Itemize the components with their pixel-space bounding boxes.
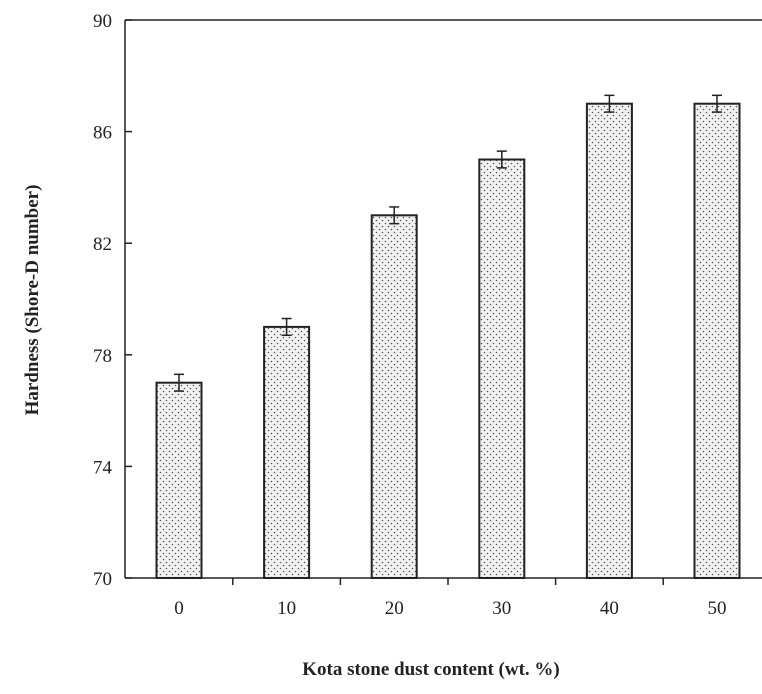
y-tick-label-86: 86 xyxy=(93,123,112,144)
y-tick-label-78: 78 xyxy=(93,346,112,367)
y-tick-label-74: 74 xyxy=(93,457,113,478)
x-tick-label-40: 40 xyxy=(600,598,619,619)
y-tick-label-70: 70 xyxy=(93,569,112,590)
error-bar-40 xyxy=(604,94,615,113)
bar-0 xyxy=(155,381,203,580)
y-tick-label-82: 82 xyxy=(93,234,112,255)
bar-50 xyxy=(693,102,741,579)
x-tick-label-10: 10 xyxy=(277,598,296,619)
axes-layer xyxy=(124,19,762,585)
y-axis-title: Hardness (Shore-D number) xyxy=(22,185,43,416)
x-tick-label-50: 50 xyxy=(708,598,727,619)
error-bar-30 xyxy=(496,150,507,169)
error-bar-20 xyxy=(389,206,400,225)
x-tick-label-30: 30 xyxy=(492,598,511,619)
error-bars-layer xyxy=(174,94,722,392)
y-tick-label-90: 90 xyxy=(93,11,112,32)
bar-30 xyxy=(478,158,526,579)
x-tick-label-0: 0 xyxy=(174,598,184,619)
bar-20 xyxy=(370,214,418,580)
x-tick-label-20: 20 xyxy=(385,598,404,619)
bars-layer xyxy=(155,102,741,580)
x-axis-title: Kota stone dust content (wt. %) xyxy=(302,659,560,680)
error-bar-50 xyxy=(712,94,722,113)
error-bar-10 xyxy=(281,317,292,337)
bar-10 xyxy=(263,325,311,579)
bar-40 xyxy=(585,102,633,579)
labels-layer: 70 74 78 82 86 90 0 10 20 30 40 50 xyxy=(93,11,727,619)
error-bar-0 xyxy=(174,373,184,392)
